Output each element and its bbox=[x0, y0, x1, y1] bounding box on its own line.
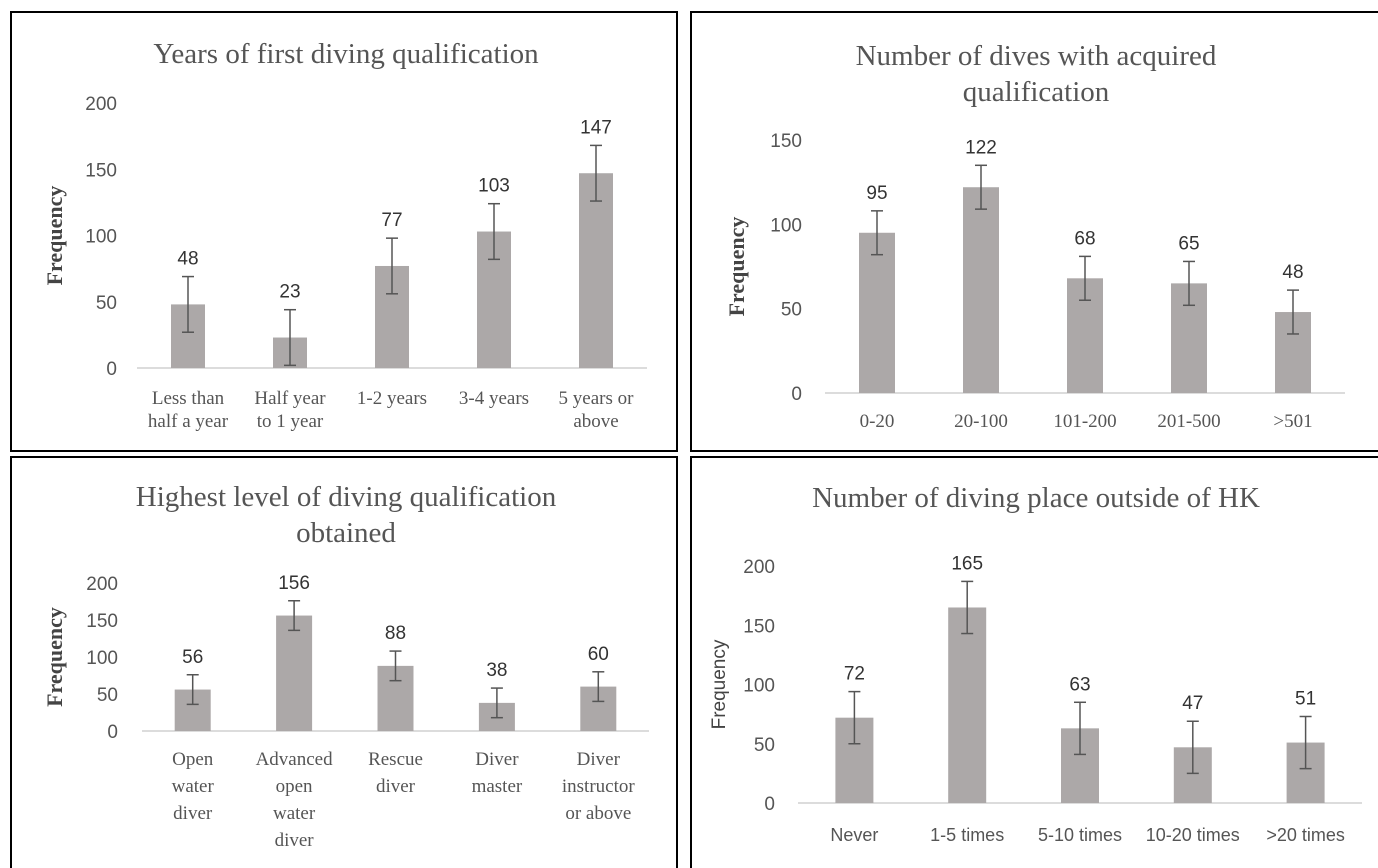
chart-title: qualification bbox=[963, 76, 1110, 108]
chart-title: Number of diving place outside of HK bbox=[812, 482, 1260, 514]
x-tick-label: >501 bbox=[1273, 411, 1312, 432]
data-label: 103 bbox=[478, 176, 510, 197]
y-tick-label: 0 bbox=[107, 722, 118, 743]
chart-panel-highest-qualification: Highest level of diving qualification obt… bbox=[10, 456, 678, 868]
y-tick-label: 0 bbox=[764, 794, 775, 815]
x-tick-label: Rescue bbox=[368, 749, 423, 770]
data-label: 95 bbox=[866, 183, 887, 204]
x-tick-label: 1-2 years bbox=[357, 388, 427, 409]
x-tick-label: Open bbox=[172, 749, 214, 770]
y-tick-label: 50 bbox=[781, 300, 802, 321]
chart-panel-years-first-qualification: Years of first diving qualification Frequ… bbox=[10, 11, 678, 452]
x-tick-label: master bbox=[472, 776, 523, 797]
data-label: 60 bbox=[588, 644, 609, 665]
x-tick-label: Never bbox=[830, 825, 878, 845]
x-tick-label: water bbox=[273, 803, 316, 824]
data-label: 72 bbox=[844, 664, 865, 685]
data-label: 48 bbox=[1282, 262, 1303, 283]
y-tick-label: 100 bbox=[743, 676, 775, 697]
y-tick-label: 200 bbox=[85, 94, 117, 115]
y-tick-label: 150 bbox=[770, 131, 802, 152]
y-tick-label: 150 bbox=[86, 611, 118, 632]
y-axis-label: Frequency bbox=[709, 639, 730, 729]
x-tick-label: 201-500 bbox=[1157, 411, 1220, 432]
data-label: 51 bbox=[1295, 688, 1316, 709]
x-tick-label: 0-20 bbox=[860, 411, 895, 432]
x-tick-label: water bbox=[172, 776, 215, 797]
y-tick-label: 0 bbox=[791, 384, 802, 405]
y-axis-label: Frequency bbox=[42, 186, 67, 286]
x-tick-label: 5-10 times bbox=[1038, 825, 1122, 845]
x-tick-label: instructor bbox=[562, 776, 635, 797]
bar bbox=[859, 232, 895, 393]
y-tick-label: 200 bbox=[743, 557, 775, 578]
bar-chart-highest-qualification: Highest level of diving qualification obt… bbox=[42, 481, 649, 851]
chart-title: Years of first diving qualification bbox=[153, 38, 539, 70]
x-tick-label: 1-5 times bbox=[930, 825, 1004, 845]
x-tick-label: Half year bbox=[254, 388, 326, 409]
y-tick-label: 200 bbox=[86, 574, 118, 595]
data-label: 38 bbox=[486, 660, 507, 681]
x-tick-label: Advanced bbox=[256, 749, 334, 770]
data-label: 48 bbox=[177, 249, 198, 270]
data-label: 65 bbox=[1178, 233, 1199, 254]
chart-title: Number of dives with acquired bbox=[856, 40, 1217, 72]
x-tick-label: half a year bbox=[148, 411, 229, 432]
y-tick-label: 0 bbox=[106, 359, 117, 380]
x-tick-label: Diver bbox=[475, 749, 519, 770]
x-tick-label: to 1 year bbox=[257, 411, 324, 432]
x-tick-label: >20 times bbox=[1266, 825, 1345, 845]
x-tick-label: Diver bbox=[577, 749, 621, 770]
data-label: 147 bbox=[580, 117, 612, 138]
y-tick-label: 50 bbox=[97, 685, 118, 706]
data-label: 47 bbox=[1182, 693, 1203, 714]
y-tick-label: 100 bbox=[770, 215, 802, 236]
bar-chart-years-first-qualification: Years of first diving qualification Frequ… bbox=[42, 38, 647, 432]
y-tick-label: 150 bbox=[85, 160, 117, 181]
data-label: 165 bbox=[951, 553, 983, 574]
data-label: 56 bbox=[182, 647, 203, 668]
y-tick-label: 50 bbox=[754, 735, 775, 756]
data-label: 68 bbox=[1074, 228, 1095, 249]
y-axis-label: Frequency bbox=[42, 607, 67, 707]
y-tick-label: 150 bbox=[743, 616, 775, 637]
data-label: 156 bbox=[278, 573, 310, 594]
data-label: 88 bbox=[385, 623, 406, 644]
x-tick-label: Less than bbox=[152, 388, 225, 409]
bar-chart-dives-with-qualification: Number of dives with acquired qualificati… bbox=[724, 40, 1345, 432]
x-tick-label: 101-200 bbox=[1053, 411, 1116, 432]
chart-title: Highest level of diving qualification bbox=[136, 481, 557, 513]
x-tick-label: 3-4 years bbox=[459, 388, 529, 409]
bar bbox=[579, 173, 613, 368]
x-tick-label: diver bbox=[376, 776, 416, 797]
y-tick-label: 100 bbox=[86, 648, 118, 669]
x-tick-label: above bbox=[573, 411, 618, 432]
y-tick-label: 100 bbox=[85, 227, 117, 248]
x-tick-label: 10-20 times bbox=[1146, 825, 1240, 845]
chart-panel-diving-places-outside-hk: Number of diving place outside of HK Freq… bbox=[690, 456, 1378, 868]
x-tick-label: diver bbox=[275, 830, 315, 851]
bar bbox=[276, 615, 313, 731]
bar bbox=[963, 187, 999, 393]
x-tick-label: 20-100 bbox=[954, 411, 1008, 432]
x-tick-label: or above bbox=[565, 803, 631, 824]
bar-chart-diving-places-outside-hk: Number of diving place outside of HK Freq… bbox=[709, 482, 1362, 845]
chart-title: obtained bbox=[296, 517, 396, 549]
data-label: 63 bbox=[1069, 674, 1090, 695]
bar bbox=[948, 607, 987, 803]
y-tick-label: 50 bbox=[96, 293, 117, 314]
x-tick-label: 5 years or bbox=[559, 388, 635, 409]
x-tick-label: open bbox=[276, 776, 313, 797]
chart-panel-dives-with-qualification: Number of dives with acquired qualificati… bbox=[690, 11, 1378, 452]
data-label: 122 bbox=[965, 137, 997, 158]
data-label: 23 bbox=[279, 282, 300, 303]
data-label: 77 bbox=[381, 210, 402, 231]
x-tick-label: diver bbox=[173, 803, 213, 824]
y-axis-label: Frequency bbox=[724, 217, 749, 317]
